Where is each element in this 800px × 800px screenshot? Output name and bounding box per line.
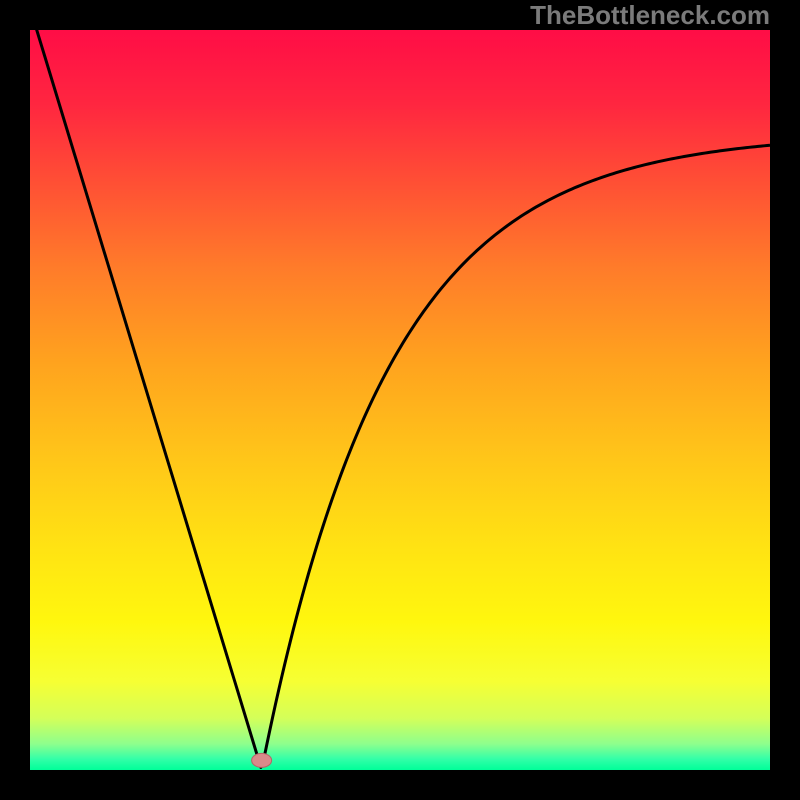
minimum-marker: [252, 753, 272, 767]
chart-frame: TheBottleneck.com: [0, 0, 800, 800]
plot-area: [30, 30, 770, 770]
watermark-text: TheBottleneck.com: [530, 0, 770, 31]
